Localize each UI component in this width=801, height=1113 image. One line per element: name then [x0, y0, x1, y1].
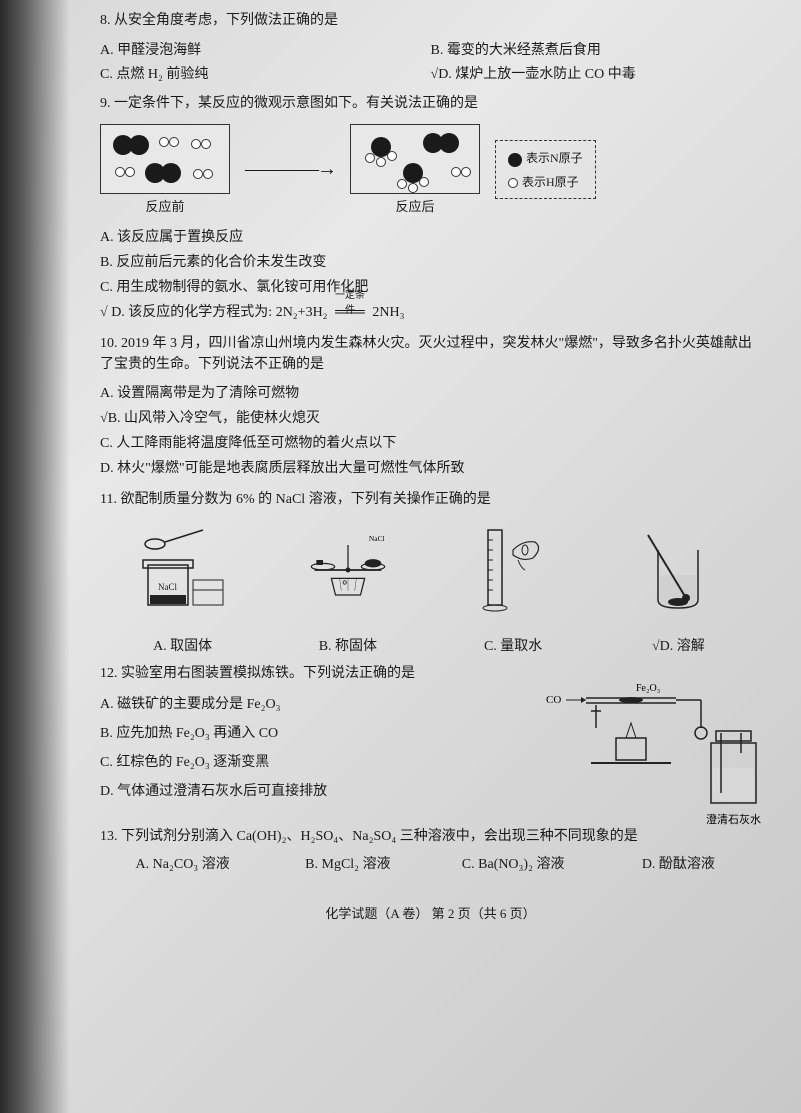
q11-diagram-a: NaCl — [100, 520, 265, 625]
q8-option-c: C. 点燃 H₂ 前验纯 — [100, 61, 431, 85]
after-label: 反应后 — [350, 196, 480, 215]
question-12: 12. 实验室用右图装置模拟炼铁。下列说法正确的是 CO Fe₂O₃ 澄清石灰水 — [100, 663, 761, 806]
q13-option-a: A. Na₂CO₃ 溶液 — [100, 853, 265, 873]
q8-option-b: B. 霉变的大米经蒸煮后食用 — [431, 37, 762, 61]
q9-option-d: √ D. 该反应的化学方程式为: 2N₂+3H₂ ═══ 2NH₃ — [100, 300, 761, 325]
q13-option-b: B. MgCl₂ 溶液 — [265, 853, 430, 873]
q9-option-b: B. 反应前后元素的化合价未发生改变 — [100, 250, 761, 275]
q12-option-c: C. 红棕色的 Fe₂O₃ 逐渐变黑 — [100, 748, 497, 777]
q8-option-a: A. 甲醛浸泡海鲜 — [100, 37, 431, 61]
q11-diagram-b: NaCl — [265, 520, 430, 625]
q11-text: 欲配制质量分数为 6% 的 NaCl 溶液，下列有关操作正确的是 — [120, 492, 490, 507]
q10-option-a: A. 设置隔离带是为了清除可燃物 — [100, 381, 761, 406]
legend-n-text: 表示N原子 — [526, 151, 583, 165]
q11-diagrams: NaCl NaCl — [100, 520, 761, 625]
q10-option-b: √B. 山风带入冷空气，能使林火熄灭 — [100, 406, 761, 431]
q11-diagram-c — [431, 520, 596, 625]
q8-num: 8. — [100, 13, 111, 28]
q12-option-d: D. 气体通过澄清石灰水后可直接排放 — [100, 777, 497, 806]
q10-option-d: D. 林火"爆燃"可能是地表腐质层释放出大量可燃性气体所致 — [100, 456, 761, 481]
svg-text:Fe₂O₃: Fe₂O₃ — [636, 683, 660, 694]
q10-option-c: C. 人工降雨能将温度降低至可燃物的着火点以下 — [100, 431, 761, 456]
q10-text: 2019 年 3 月，四川省凉山州境内发生森林火灾。灭火过程中，突发林火"爆燃"… — [100, 336, 752, 372]
svg-text:NaCl: NaCl — [158, 582, 177, 592]
reaction-before-box — [100, 124, 230, 194]
q12-option-b: B. 应先加热 Fe₂O₃ 再通入 CO — [100, 719, 497, 748]
svg-text:NaCl: NaCl — [369, 534, 385, 543]
q11-option-b: B. 称固体 — [265, 635, 430, 655]
before-label: 反应前 — [100, 196, 230, 215]
q13-option-d: D. 酚酞溶液 — [596, 853, 761, 873]
legend-h-text: 表示H原子 — [522, 175, 579, 189]
question-8: 8. 从安全角度考虑，下列做法正确的是 A. 甲醛浸泡海鲜 B. 霉变的大米经蒸… — [100, 10, 761, 85]
reaction-arrow-icon: ————→ — [245, 158, 335, 181]
question-11: 11. 欲配制质量分数为 6% 的 NaCl 溶液，下列有关操作正确的是 NaC… — [100, 489, 761, 655]
q11-option-d: √D. 溶解 — [596, 635, 761, 655]
q11-num: 11. — [100, 492, 117, 507]
q9-text: 一定条件下，某反应的微观示意图如下。有关说法正确的是 — [114, 96, 478, 111]
reaction-after-box — [350, 124, 480, 194]
h-atom-icon — [508, 178, 518, 188]
svg-text:澄清石灰水: 澄清石灰水 — [706, 812, 761, 826]
q12-text: 实验室用右图装置模拟炼铁。下列说法正确的是 — [121, 666, 415, 681]
q11-diagram-d — [596, 520, 761, 625]
q9-num: 9. — [100, 96, 111, 111]
page-footer: 化学试题（A 卷） 第 2 页（共 6 页） — [100, 903, 761, 922]
q9-diagram: 反应前 ————→ 反应后 表示N原子 表示H原子 — [100, 124, 761, 215]
q12-option-a: A. 磁铁矿的主要成分是 Fe₂O₃ — [100, 690, 497, 719]
q13-option-c: C. Ba(NO₃)₂ 溶液 — [431, 853, 596, 873]
question-9: 9. 一定条件下，某反应的微观示意图如下。有关说法正确的是 反应前 ————→ … — [100, 93, 761, 325]
q8-text: 从安全角度考虑，下列做法正确的是 — [114, 13, 338, 28]
atom-legend: 表示N原子 表示H原子 — [495, 140, 596, 198]
q12-num: 12. — [100, 666, 118, 681]
q13-num: 13. — [100, 829, 118, 844]
q11-option-c: C. 量取水 — [431, 635, 596, 655]
question-10: 10. 2019 年 3 月，四川省凉山州境内发生森林火灾。灭火过程中，突发林火… — [100, 333, 761, 481]
q10-num: 10. — [100, 336, 118, 351]
q12-apparatus-diagram: CO Fe₂O₃ 澄清石灰水 — [541, 683, 781, 848]
q9-option-c: C. 用生成物制得的氨水、氯化铵可用作化肥 — [100, 275, 761, 300]
q11-option-a: A. 取固体 — [100, 635, 265, 655]
n-atom-icon — [508, 153, 522, 167]
q9-option-a: A. 该反应属于置换反应 — [100, 225, 761, 250]
q8-option-d: √D. 煤炉上放一壶水防止 CO 中毒 — [431, 61, 762, 85]
svg-text:CO: CO — [546, 694, 561, 706]
